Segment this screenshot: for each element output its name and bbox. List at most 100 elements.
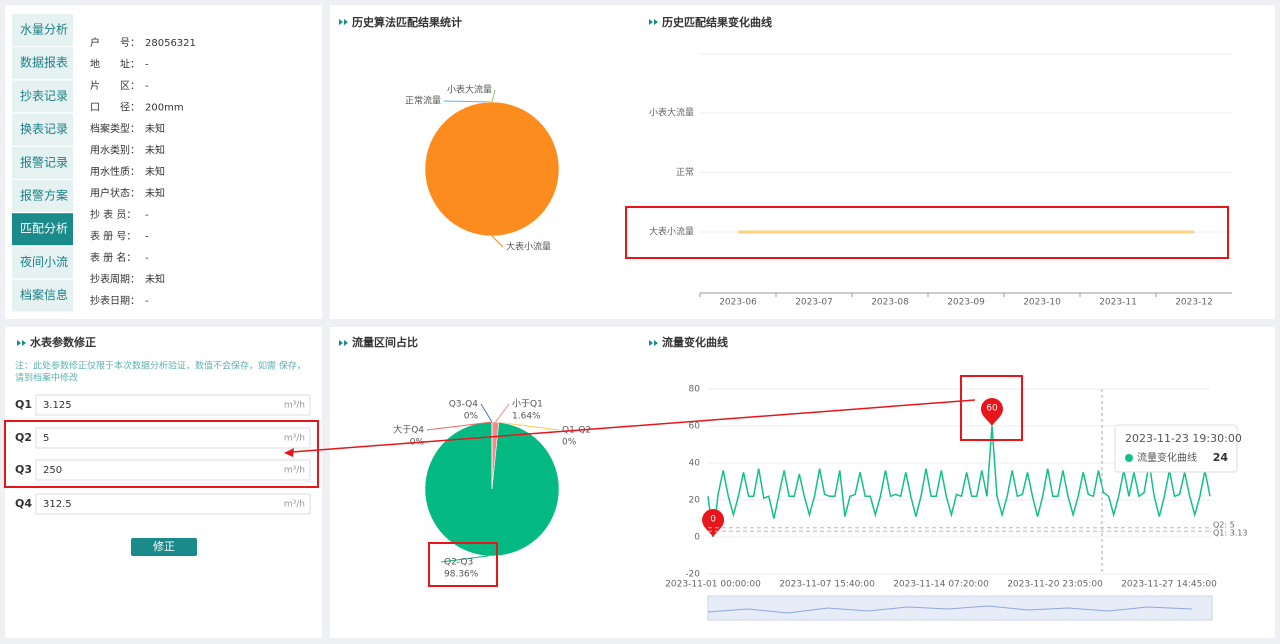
chart-title: 流量区间占比 — [352, 335, 418, 349]
y-tick-label: 60 — [689, 422, 701, 432]
panel — [5, 327, 322, 638]
pie-label: 正常流量 — [405, 95, 441, 107]
profile-value: - — [145, 81, 149, 92]
field-label: Q2 — [15, 431, 32, 444]
x-tick-label: 2023-11-20 23:05:00 — [1007, 580, 1103, 590]
tab[interactable] — [12, 213, 73, 246]
y-tick-label: -20 — [685, 570, 700, 580]
field-unit: m³/h — [284, 401, 305, 411]
title-icons — [17, 19, 658, 346]
mark-line-label: Q1: 3.13 — [1213, 529, 1247, 538]
pie-label: 大于Q4 — [393, 424, 424, 436]
profile-value: 未知 — [145, 122, 165, 135]
profile-value: 未知 — [145, 144, 165, 157]
profile-label: 抄表日期： — [90, 294, 140, 307]
pie-slice — [424, 101, 560, 237]
tab-label: 报警记录 — [20, 154, 68, 169]
y-tick-label: 小表大流量 — [649, 107, 694, 119]
y-tick-label: 0 — [694, 533, 700, 543]
field-label: Q1 — [15, 398, 32, 411]
tooltip-value: 24 — [1213, 451, 1229, 464]
mark-point-label: 60 — [986, 404, 998, 414]
pie-label: 小表大流量 — [447, 84, 492, 96]
tab-label: 夜间小流 — [20, 254, 68, 269]
label-line — [426, 421, 493, 431]
input[interactable] — [35, 427, 311, 449]
profile-label: 用水性质： — [90, 165, 140, 178]
field-unit: m³/h — [284, 434, 305, 444]
tooltip-series: 流量变化曲线 — [1137, 451, 1197, 464]
profile-label: 片 区： — [90, 79, 140, 92]
field-unit: m³/h — [284, 500, 305, 510]
tooltip-dot — [1125, 454, 1133, 462]
mark-line-label: Q2: 5 — [1213, 520, 1235, 529]
field-value: 250 — [43, 465, 62, 476]
profile-value: 28056321 — [145, 38, 196, 49]
button[interactable] — [131, 538, 197, 556]
label-line — [498, 421, 560, 431]
x-tick-label: 2023-11-01 00:00:00 — [665, 580, 761, 590]
profile-value: 200mm — [145, 103, 184, 114]
label-line — [440, 555, 489, 563]
y-tick-label: 正常 — [676, 166, 694, 178]
profile-value: 未知 — [145, 187, 165, 200]
field-value: 5 — [43, 433, 49, 444]
label-line — [495, 403, 510, 423]
x-tick-label: 2023-09 — [947, 298, 985, 308]
profile-label: 口 径： — [90, 101, 140, 114]
tooltip — [1114, 424, 1238, 473]
annotations — [4, 206, 1229, 587]
field-label: Q4 — [15, 497, 32, 510]
profile-value: - — [145, 60, 149, 71]
tab-label: 匹配分析 — [20, 222, 68, 236]
tab[interactable] — [12, 180, 73, 212]
field-unit: m³/h — [284, 466, 305, 476]
tab[interactable] — [12, 47, 73, 80]
tab[interactable] — [12, 113, 73, 146]
x-tick-label: 2023-07 — [795, 298, 833, 308]
tab-label: 换表记录 — [20, 122, 68, 136]
pie-label: 大表小流量 — [506, 241, 551, 253]
field-value: 3.125 — [43, 400, 72, 411]
x-tick-label: 2023-08 — [871, 298, 909, 308]
label-line — [443, 100, 493, 103]
profile-label: 档案类型： — [90, 122, 140, 135]
x-tick-label: 2023-10 — [1023, 298, 1061, 308]
mark-point — [702, 509, 725, 537]
tab-label: 抄表记录 — [20, 89, 68, 103]
label-line — [480, 403, 493, 423]
tab-label: 档案信息 — [20, 287, 68, 302]
tab-label: 水量分析 — [20, 23, 68, 37]
profile-label: 地 址： — [90, 58, 140, 71]
data-zoom[interactable] — [707, 595, 1213, 621]
y-tick-label: 大表小流量 — [649, 226, 694, 238]
profile-label: 抄表周期： — [90, 273, 140, 286]
x-tick-label: 2023-11-07 15:40:00 — [779, 580, 875, 590]
series-line — [707, 425, 1211, 538]
chart-title: 历史算法匹配结果统计 — [352, 15, 462, 29]
tab[interactable] — [12, 146, 73, 179]
profile-value: - — [145, 253, 149, 264]
chart-title: 流量变化曲线 — [662, 335, 728, 349]
mark-point-label: 0 — [710, 515, 716, 525]
pie-value-label: 0% — [562, 438, 577, 448]
input[interactable] — [35, 394, 311, 416]
profile-value: 未知 — [145, 273, 165, 286]
label-line — [491, 235, 504, 248]
x-tick-label: 2023-11-14 07:20:00 — [893, 580, 989, 590]
input[interactable] — [35, 493, 311, 515]
tab[interactable] — [12, 80, 73, 113]
chart-title: 历史匹配结果变化曲线 — [662, 15, 772, 29]
tab[interactable] — [12, 14, 73, 46]
mark-point — [980, 398, 1003, 426]
pie-value-label: 1.64% — [512, 412, 541, 422]
tab[interactable] — [12, 246, 73, 279]
tab[interactable] — [12, 279, 73, 312]
input[interactable] — [35, 459, 311, 481]
y-tick-label: 20 — [689, 496, 701, 506]
note: 注：此处参数修正仅限于本次数据分析验证，数值不会保存，如需 保存， — [15, 360, 306, 372]
panel-title: 水表参数修正 — [30, 335, 96, 349]
profile-label: 用水类别： — [90, 144, 140, 157]
